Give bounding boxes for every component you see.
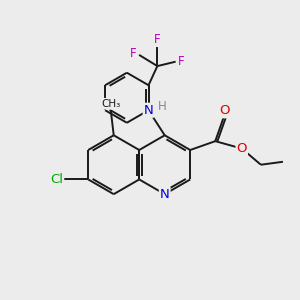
Text: F: F — [154, 33, 161, 46]
Text: Cl: Cl — [50, 173, 63, 186]
Text: O: O — [219, 104, 229, 117]
Text: CH₃: CH₃ — [101, 99, 120, 109]
Text: F: F — [130, 47, 136, 60]
Text: O: O — [236, 142, 247, 155]
Text: N: N — [160, 188, 169, 201]
Text: N: N — [144, 104, 153, 117]
Text: H: H — [158, 100, 167, 113]
Text: F: F — [178, 55, 185, 68]
